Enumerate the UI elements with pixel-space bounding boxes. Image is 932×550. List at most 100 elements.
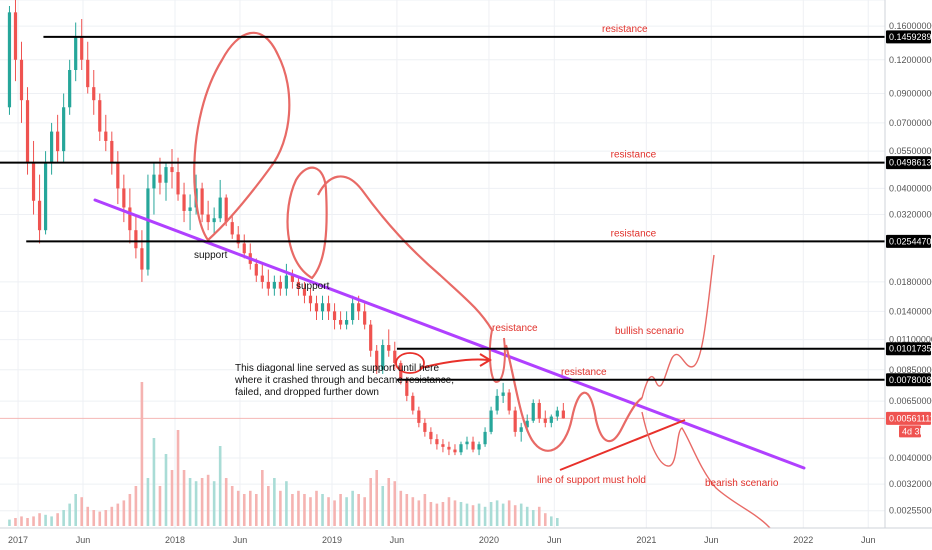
volume-bar-28 bbox=[176, 430, 180, 526]
level-label-1: resistance bbox=[611, 150, 657, 161]
volume-bar-10 bbox=[68, 503, 71, 526]
candle-body-0 bbox=[7, 12, 12, 108]
candle-body-4 bbox=[31, 162, 36, 201]
volume-bar-14 bbox=[92, 510, 96, 526]
candle-body-26 bbox=[164, 167, 168, 183]
candle-body-77 bbox=[471, 441, 475, 450]
candle-body-61 bbox=[375, 350, 379, 370]
volume-bar-34 bbox=[212, 481, 216, 526]
candle-body-36 bbox=[224, 197, 228, 223]
volume-bar-54 bbox=[333, 500, 336, 526]
candle-body-25 bbox=[158, 174, 162, 183]
candle-body-92 bbox=[561, 410, 565, 419]
candle-body-78 bbox=[477, 444, 481, 450]
level-tag-4 bbox=[886, 373, 931, 387]
volume-bar-20 bbox=[128, 494, 132, 526]
volume-bar-27 bbox=[170, 470, 174, 526]
candle-body-72 bbox=[441, 444, 445, 447]
candle-body-58 bbox=[357, 303, 361, 312]
candle-body-37 bbox=[230, 222, 234, 235]
candle-body-91 bbox=[555, 410, 559, 417]
candle-body-28 bbox=[176, 172, 180, 195]
chart-annotations: support support resistance resistance bu… bbox=[194, 250, 779, 489]
time-tick-5: Jun bbox=[390, 535, 405, 545]
candle-body-21 bbox=[134, 230, 138, 249]
volume-bar-31 bbox=[194, 481, 198, 526]
price-tick-3: 0.09000000 bbox=[889, 88, 932, 98]
volume-bar-53 bbox=[327, 497, 330, 526]
candle-body-9 bbox=[62, 107, 66, 152]
volume-bar-12 bbox=[80, 497, 84, 526]
candle-body-81 bbox=[495, 395, 499, 411]
candle-body-2 bbox=[19, 59, 24, 101]
volume-bar-9 bbox=[62, 510, 65, 526]
candle-body-17 bbox=[110, 140, 114, 163]
candle-body-30 bbox=[188, 207, 192, 211]
candle-body-62 bbox=[381, 345, 385, 370]
time-axis[interactable]: 2017 Jun 2018 Jun 2019 Jun 2020 Jun 2021 Jun 2022 J… bbox=[0, 527, 932, 545]
current-price-tag bbox=[886, 411, 931, 425]
current-price-tag-text: 0.00561111 bbox=[889, 413, 932, 423]
volume-bar-84 bbox=[513, 505, 517, 526]
candle-body-60 bbox=[369, 324, 373, 351]
volume-bar-35 bbox=[218, 446, 222, 526]
annotation-bearish-scenario: bearish scenario bbox=[705, 478, 779, 489]
candle-body-82 bbox=[501, 392, 505, 396]
volume-bar-22 bbox=[140, 382, 144, 526]
volume-bar-90 bbox=[549, 516, 553, 526]
price-tick-8: 0.01800000 bbox=[889, 277, 932, 287]
volume-bar-5 bbox=[38, 513, 41, 526]
volume-bar-76 bbox=[465, 503, 469, 526]
candle-body-53 bbox=[326, 303, 331, 312]
outline-2017-peak bbox=[193, 31, 291, 242]
volume-bar-83 bbox=[507, 500, 511, 526]
candle-body-57 bbox=[351, 303, 355, 321]
volume-bar-68 bbox=[417, 500, 421, 526]
volume-bar-30 bbox=[188, 478, 192, 526]
volume-bar-57 bbox=[351, 490, 354, 526]
bearish-scenario-path bbox=[641, 411, 771, 529]
candle-body-68 bbox=[417, 410, 421, 423]
annotation-resistance-mid: resistance bbox=[492, 323, 538, 334]
volume-bar-40 bbox=[248, 490, 252, 526]
volume-bar-71 bbox=[435, 503, 439, 526]
candle-body-75 bbox=[459, 444, 463, 453]
candle-body-88 bbox=[537, 402, 541, 419]
candle-body-69 bbox=[423, 422, 427, 432]
price-tick-13: 0.00400000 bbox=[889, 453, 932, 463]
volume-bar-66 bbox=[405, 494, 409, 526]
time-tick-4: 2019 bbox=[322, 535, 342, 545]
candle-body-63 bbox=[387, 345, 391, 351]
bullish-scenario-path bbox=[641, 254, 715, 399]
volume-bar-38 bbox=[236, 490, 240, 526]
price-tick-6: 0.04000000 bbox=[889, 183, 932, 193]
volume-bar-61 bbox=[375, 470, 379, 526]
candle-body-70 bbox=[429, 431, 433, 440]
volume-bar-56 bbox=[345, 497, 348, 526]
volume-bar-72 bbox=[441, 502, 445, 526]
level-tag-1 bbox=[886, 156, 931, 170]
candles bbox=[7, 0, 565, 456]
volume-bar-25 bbox=[158, 486, 162, 526]
candle-body-23 bbox=[146, 188, 150, 270]
level-tag-text-2: 0.02544709 bbox=[889, 236, 932, 246]
volume-bar-62 bbox=[381, 486, 385, 526]
candle-body-35 bbox=[218, 197, 222, 219]
annotation-line-of-support: line of support must hold bbox=[537, 475, 646, 486]
price-axis[interactable]: 0.16000000 0.12000000 0.09000000 0.07000000… bbox=[884, 0, 932, 528]
volume-bars bbox=[8, 382, 559, 526]
price-tick-1: 0.16000000 bbox=[889, 21, 932, 31]
volume-bar-8 bbox=[56, 513, 59, 526]
candle-body-5 bbox=[37, 200, 42, 231]
candle-body-47 bbox=[290, 275, 295, 282]
annotation-bullish-scenario: bullish scenario bbox=[615, 326, 684, 337]
candle-body-15 bbox=[98, 100, 102, 132]
price-tick-7: 0.03200000 bbox=[889, 210, 932, 220]
volume-bar-65 bbox=[399, 490, 403, 526]
candle-body-39 bbox=[242, 243, 246, 254]
candle-body-29 bbox=[182, 194, 186, 211]
level-tag-text-0: 0.14592891 bbox=[889, 32, 932, 42]
candle-body-76 bbox=[465, 441, 469, 445]
volume-bar-85 bbox=[519, 503, 523, 526]
